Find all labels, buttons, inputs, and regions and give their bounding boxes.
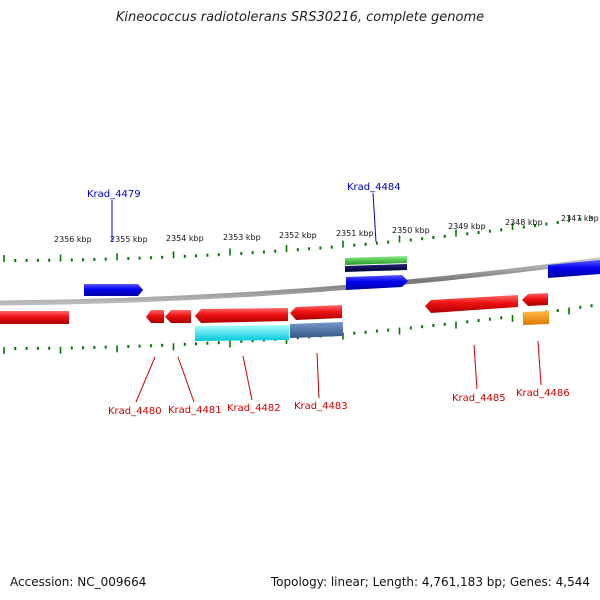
gene-arrow-krad-4485[interactable] — [425, 295, 518, 313]
gene-arrow-krad-4480[interactable] — [146, 310, 164, 323]
scale-tick-label: 2355 kbp — [110, 235, 148, 244]
gene-arrow-krad-4486[interactable] — [522, 293, 548, 306]
feature-bar-navy[interactable] — [345, 264, 407, 272]
gene-arrow-left-edge-reverse[interactable] — [0, 311, 69, 324]
gene-arrow-krad-4483[interactable] — [290, 305, 342, 320]
genome-summary-text: Topology: linear; Length: 4,761,183 bp; … — [270, 575, 590, 589]
scale-tick-label: 2353 kbp — [223, 233, 261, 242]
gene-label-krad-4479[interactable]: Krad_4479 — [87, 189, 141, 200]
scale-tick-label: 2351 kbp — [336, 229, 374, 238]
gene-label-krad-4486[interactable]: Krad_4486 — [516, 388, 570, 399]
scale-tick-label: 2354 kbp — [166, 234, 204, 243]
gene-label-krad-4484[interactable]: Krad_4484 — [347, 182, 401, 193]
scale-tick-label: 2347 kbp — [561, 214, 599, 223]
gene-arrow-krad-4484[interactable] — [346, 275, 408, 290]
gene-arrow-krad-4482[interactable] — [195, 308, 288, 323]
upper-tick-row — [3, 215, 593, 262]
gene-labels: Krad_4479 Krad_4484 Krad_4480 Krad_4481 … — [87, 182, 570, 417]
map-title: Kineococcus radiotolerans SRS30216, comp… — [115, 10, 485, 25]
label-leaders — [111, 192, 542, 403]
gene-arrow-krad-4479[interactable] — [84, 284, 143, 296]
accession-text: Accession: NC_009664 — [10, 575, 147, 589]
scale-tick-label: 2348 kbp — [505, 218, 543, 227]
scale-labels: 2356 kbp 2355 kbp 2354 kbp 2353 kbp 2352… — [54, 214, 599, 244]
gene-label-krad-4481[interactable]: Krad_4481 — [168, 405, 222, 416]
scale-tick-label: 2356 kbp — [54, 235, 92, 244]
feature-bar-steel[interactable] — [290, 322, 343, 338]
genome-backbone — [0, 257, 600, 306]
gene-label-krad-4485[interactable]: Krad_4485 — [452, 393, 506, 404]
scale-tick-label: 2350 kbp — [392, 226, 430, 235]
gene-arrow-krad-4481[interactable] — [165, 310, 191, 323]
scale-tick-label: 2352 kbp — [279, 231, 317, 240]
feature-bar-cyan[interactable] — [195, 325, 289, 341]
gene-label-krad-4482[interactable]: Krad_4482 — [227, 403, 281, 414]
gene-label-krad-4483[interactable]: Krad_4483 — [294, 401, 348, 412]
scale-tick-label: 2349 kbp — [448, 222, 486, 231]
gene-label-krad-4480[interactable]: Krad_4480 — [108, 406, 162, 417]
feature-bar-green[interactable] — [345, 256, 407, 265]
gene-arrow-right-edge-forward[interactable] — [548, 260, 600, 278]
feature-bar-orange[interactable] — [523, 311, 549, 325]
